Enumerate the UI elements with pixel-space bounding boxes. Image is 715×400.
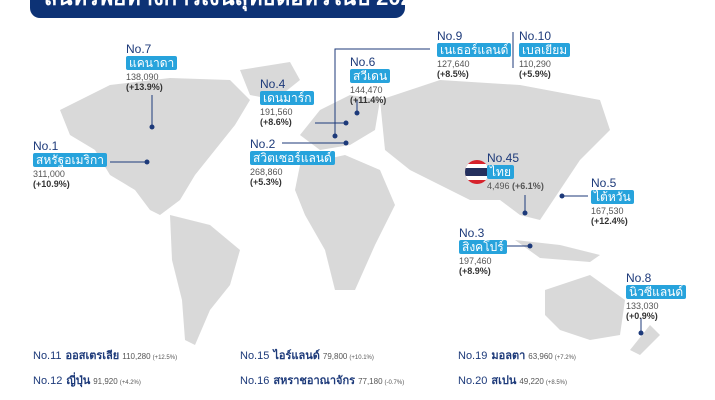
marker-denmark: No.4 เดนมาร์ก 191,560 (+8.6%) bbox=[260, 78, 315, 127]
marker-singapore: No.3 สิงคโปร์ 197,460 (+8.9%) bbox=[459, 227, 507, 276]
marker-new-zealand: No.8 นิวซีแลนด์ 133,030 (+0.9%) bbox=[626, 272, 687, 321]
marker-taiwan: No.5 ไต้หวัน 167,530 (+12.4%) bbox=[591, 177, 634, 226]
asia bbox=[380, 80, 610, 220]
marker-belgium: No.10 เบลเยียม 110,290 (+5.9%) bbox=[519, 30, 571, 79]
list-item: No.20 สเปน 49,220 (+8.5%) bbox=[458, 375, 567, 387]
south-america bbox=[170, 215, 240, 345]
australia bbox=[545, 275, 625, 340]
list-item: No.12 ญี่ปุ่น 91,920 (+4.2%) bbox=[33, 375, 141, 387]
indonesia bbox=[515, 240, 600, 262]
marker-canada: No.7 แคนาดา 138,090 (+13.9%) bbox=[126, 43, 178, 92]
africa bbox=[295, 155, 395, 290]
marker-sweden: No.6 สวีเดน 144,470 (+11.4%) bbox=[350, 56, 391, 105]
page-title: สินทรัพย์ทางการเงินสุทธิต่อหัวในปี 2024 bbox=[30, 0, 405, 18]
marker-usa: No.1 สหรัฐอเมริกา 311,000 (+10.9%) bbox=[33, 140, 107, 189]
greenland bbox=[240, 62, 300, 100]
list-item: No.15 ไอร์แลนด์ 79,800 (+10.1%) bbox=[240, 350, 374, 362]
north-america bbox=[60, 78, 250, 215]
thailand-flag-icon bbox=[465, 160, 489, 184]
list-item: No.11 ออสเตรเลีย 110,280 (+12.5%) bbox=[33, 350, 178, 362]
marker-thailand: No.45 ไทย 4,496 (+6.1%) bbox=[487, 151, 544, 191]
new-zealand bbox=[630, 325, 660, 355]
marker-netherlands: No.9 เนเธอร์แลนด์ 127,640 (+8.5%) bbox=[437, 30, 512, 79]
list-item: No.16 สหราชอาณาจักร 77,180 (-0.7%) bbox=[240, 375, 405, 387]
marker-switzerland: No.2 สวิตเซอร์แลนด์ 268,860 (+5.3%) bbox=[250, 138, 335, 187]
list-item: No.19 มอลตา 63,960 (+7.2%) bbox=[458, 350, 576, 362]
